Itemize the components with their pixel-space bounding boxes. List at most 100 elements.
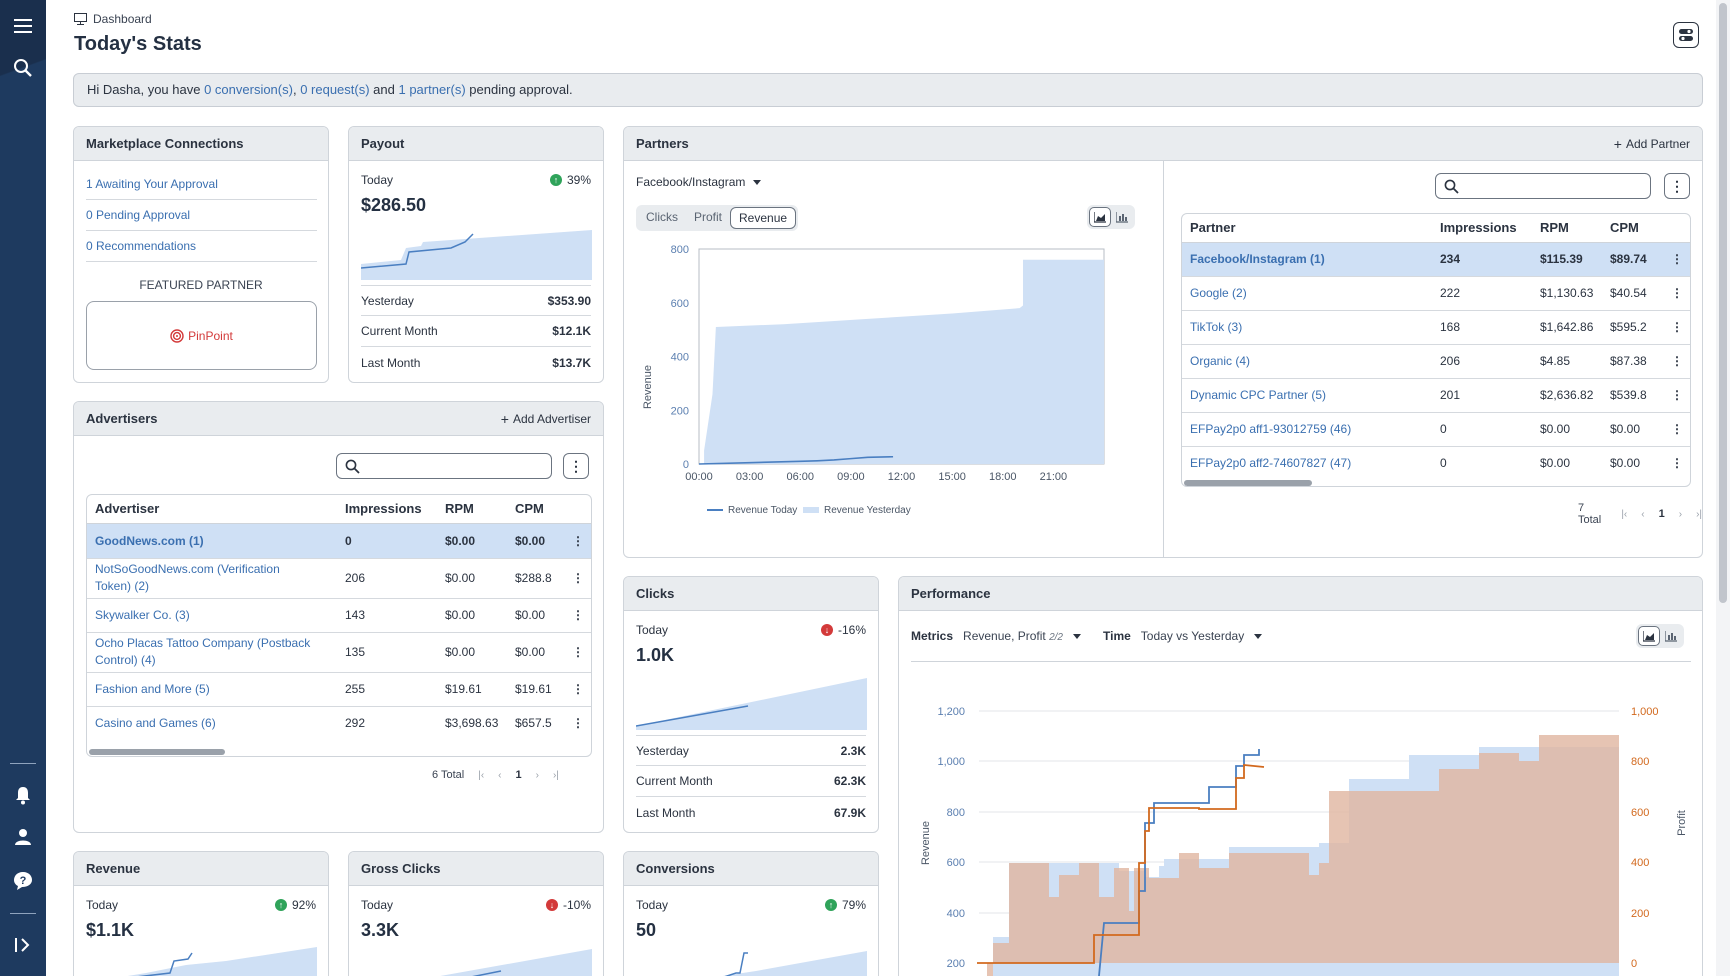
partner-name[interactable]: TikTok (3) [1182,310,1432,345]
today-label: Today [361,173,394,187]
row-kebab-icon[interactable]: ⋮ [1662,310,1690,345]
tab-revenue[interactable]: Revenue [730,207,797,229]
table-row[interactable]: Casino and Games (6) 292 $3,698.63 $657.… [87,706,591,740]
row-kebab-icon[interactable]: ⋮ [563,523,591,559]
prev-page-icon[interactable]: ‹ [498,769,502,781]
first-page-icon[interactable]: |‹ [478,769,485,781]
partner-search-input[interactable] [1435,173,1651,199]
help-icon[interactable]: ? [8,866,38,896]
conversions-link[interactable]: 0 conversion(s) [204,82,293,97]
table-row[interactable]: Fashion and More (5) 255 $19.61 $19.61 ⋮ [87,672,591,707]
next-page-icon[interactable]: › [1678,508,1683,520]
page-scrollbar[interactable] [1716,0,1730,976]
column-header[interactable]: RPM [1532,214,1602,243]
table-row[interactable]: EFPay2p0 aff1-93012759 (46) 0 $0.00 $0.0… [1182,412,1690,447]
settings-toggle-button[interactable] [1673,22,1699,48]
row-kebab-icon[interactable]: ⋮ [572,716,584,731]
impressions-cell: 135 [337,632,437,673]
row-kebab-icon[interactable]: ⋮ [563,558,591,599]
row-kebab-icon[interactable]: ⋮ [563,632,591,673]
table-row[interactable]: Ocho Placas Tattoo Company (Postback Cont… [87,632,591,673]
breadcrumb-label[interactable]: Dashboard [93,12,152,26]
table-row[interactable]: Skywalker Co. (3) 143 $0.00 $0.00 ⋮ [87,598,591,633]
featured-partner-tile[interactable]: PinPoint [86,301,317,370]
column-header[interactable]: RPM [437,495,507,524]
row-kebab-icon[interactable]: ⋮ [1662,412,1690,447]
metrics-select[interactable]: Revenue, Profit 2/2 [963,629,1063,643]
bar-chart-icon[interactable] [1111,207,1133,227]
partner-name[interactable]: EFPay2p0 aff1-93012759 (46) [1182,412,1432,447]
area-chart-icon[interactable] [1638,626,1660,646]
pending-approval-link[interactable]: 0 Pending Approval [86,200,317,231]
partner-name[interactable]: Organic (4) [1182,344,1432,379]
table-row[interactable]: TikTok (3) 168 $1,642.86 $595.2 ⋮ [1182,310,1690,345]
current-page[interactable]: 1 [1658,508,1665,520]
recommendations-link[interactable]: 0 Recommendations [86,231,317,262]
last-page-icon[interactable]: ›| [552,769,559,781]
advertiser-name[interactable]: NotSoGoodNews.com (Verification Token) (2… [87,558,337,599]
partner-options-button[interactable]: ⋮ [1664,173,1690,199]
tab-profit[interactable]: Profit [694,210,723,224]
expand-sidebar-icon[interactable] [8,930,38,960]
column-header[interactable]: CPM [507,495,563,524]
partner-source-select[interactable]: Facebook/Instagram [636,175,762,189]
bell-icon[interactable] [8,780,38,810]
menu-icon[interactable] [8,11,38,41]
advertiser-name[interactable]: Ocho Placas Tattoo Company (Postback Cont… [87,632,337,673]
awaiting-approval-link[interactable]: 1 Awaiting Your Approval [86,169,317,200]
x-tick: 00:00 [685,471,713,483]
table-row[interactable]: Dynamic CPC Partner (5) 201 $2,636.82 $5… [1182,378,1690,413]
scrollbar-thumb[interactable] [1719,3,1727,603]
column-header[interactable]: Impressions [1432,214,1532,243]
advertiser-name[interactable]: Fashion and More (5) [87,672,337,707]
impressions-cell: 201 [1432,378,1532,413]
partners-card: Partners + Add Partner Facebook/Instagram … [623,126,1703,558]
horizontal-scrollbar[interactable] [89,749,225,755]
table-row[interactable]: Facebook/Instagram (1) 234 $115.39 $89.7… [1182,242,1690,277]
partner-name[interactable]: EFPay2p0 aff2-74607827 (47) [1190,456,1352,471]
partner-name[interactable]: Google (2) [1182,276,1432,311]
partners-link[interactable]: 1 partner(s) [398,82,466,97]
advertiser-search-input[interactable] [336,453,552,479]
table-row[interactable]: Google (2) 222 $1,130.63 $40.54 ⋮ [1182,276,1690,311]
row-kebab-icon[interactable]: ⋮ [1662,242,1690,277]
bar-chart-icon[interactable] [1660,626,1682,646]
search-icon[interactable] [8,53,38,83]
area-chart-icon[interactable] [1089,207,1111,227]
advertiser-name[interactable]: GoodNews.com (1) [87,523,337,559]
partner-name[interactable]: Facebook/Instagram (1) [1182,242,1432,277]
row-kebab-icon[interactable]: ⋮ [1662,378,1690,413]
partner-name[interactable]: Dynamic CPC Partner (5) [1182,378,1432,413]
table-row[interactable]: Organic (4) 206 $4.85 $87.38 ⋮ [1182,344,1690,379]
column-header[interactable]: Advertiser [87,495,337,524]
table-row[interactable]: NotSoGoodNews.com (Verification Token) (2… [87,558,591,599]
prev-page-icon[interactable]: ‹ [1641,508,1645,520]
current-month-row: Current Month 62.3K [636,766,866,797]
column-header[interactable]: Impressions [337,495,437,524]
horizontal-scrollbar[interactable] [1184,480,1312,486]
row-kebab-icon[interactable]: ⋮ [563,672,591,707]
first-page-icon[interactable]: |‹ [1621,508,1628,520]
advertiser-name[interactable]: Casino and Games (6) [95,716,216,731]
advertiser-name[interactable]: Skywalker Co. (3) [87,598,337,633]
column-header[interactable]: Partner [1182,214,1432,243]
user-icon[interactable] [8,822,38,852]
table-row[interactable]: EFPay2p0 aff2-74607827 (47) 0 $0.00 $0.0… [1182,446,1690,480]
add-partner-button[interactable]: + Add Partner [1614,136,1690,152]
tab-clicks[interactable]: Clicks [646,210,678,224]
column-header[interactable]: CPM [1602,214,1662,243]
last-page-icon[interactable]: ›| [1696,508,1702,520]
time-select[interactable]: Today vs Yesterday [1140,629,1245,643]
stat-label: Current Month [361,324,438,338]
add-advertiser-button[interactable]: + Add Advertiser [501,411,591,427]
requests-link[interactable]: 0 request(s) [300,82,370,97]
row-kebab-icon[interactable]: ⋮ [563,598,591,633]
row-kebab-icon[interactable]: ⋮ [1662,344,1690,379]
table-row[interactable]: GoodNews.com (1) 0 $0.00 $0.00 ⋮ [87,523,591,559]
breadcrumb[interactable]: Dashboard [74,12,152,26]
row-kebab-icon[interactable]: ⋮ [1662,276,1690,311]
next-page-icon[interactable]: › [535,769,539,781]
row-kebab-icon[interactable]: ⋮ [1671,456,1683,471]
current-page[interactable]: 1 [515,769,522,781]
advertiser-options-button[interactable]: ⋮ [563,453,589,479]
